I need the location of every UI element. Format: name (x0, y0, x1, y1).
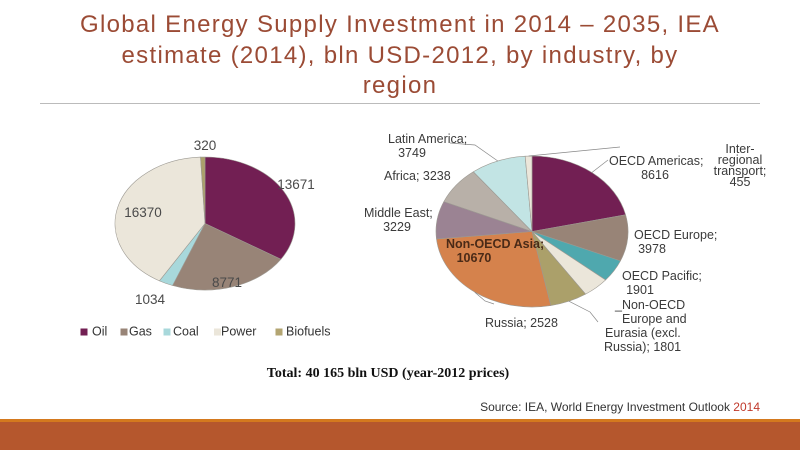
svg-text:16370: 16370 (124, 205, 162, 220)
svg-text:10670: 10670 (457, 251, 492, 265)
svg-text:8771: 8771 (212, 275, 242, 290)
svg-text:320: 320 (194, 138, 217, 153)
svg-text:8616: 8616 (641, 168, 669, 182)
svg-text:3229: 3229 (383, 220, 411, 234)
svg-text:455: 455 (730, 175, 751, 189)
svg-text:1901: 1901 (626, 283, 654, 297)
svg-text:Non-OECD Asia;: Non-OECD Asia; (446, 237, 544, 251)
svg-text:OECD Europe;: OECD Europe; (634, 228, 717, 242)
svg-text:Biofuels: Biofuels (286, 325, 330, 339)
svg-text:3978: 3978 (638, 242, 666, 256)
svg-text:Middle East;: Middle East; (364, 206, 433, 220)
svg-text:Russia; 2528: Russia; 2528 (485, 316, 558, 330)
svg-text:_Non-OECD: _Non-OECD (614, 298, 685, 312)
svg-text:Power: Power (221, 325, 256, 339)
svg-text:3749: 3749 (398, 146, 426, 160)
svg-text:OECD Pacific;: OECD Pacific; (622, 269, 702, 283)
svg-text:Europe and: Europe and (622, 312, 687, 326)
svg-text:Africa; 3238: Africa; 3238 (384, 169, 451, 183)
svg-text:13671: 13671 (277, 177, 315, 192)
svg-text:Latin America;: Latin America; (388, 132, 467, 146)
svg-text:Eurasia (excl.: Eurasia (excl. (605, 326, 681, 340)
svg-text:1034: 1034 (135, 292, 166, 307)
svg-text:Gas: Gas (129, 325, 152, 339)
svg-text:Russia); 1801: Russia); 1801 (604, 340, 681, 354)
svg-text:Coal: Coal (173, 325, 199, 339)
svg-text:OECD Americas;: OECD Americas; (609, 154, 703, 168)
svg-text:Oil: Oil (92, 325, 107, 339)
